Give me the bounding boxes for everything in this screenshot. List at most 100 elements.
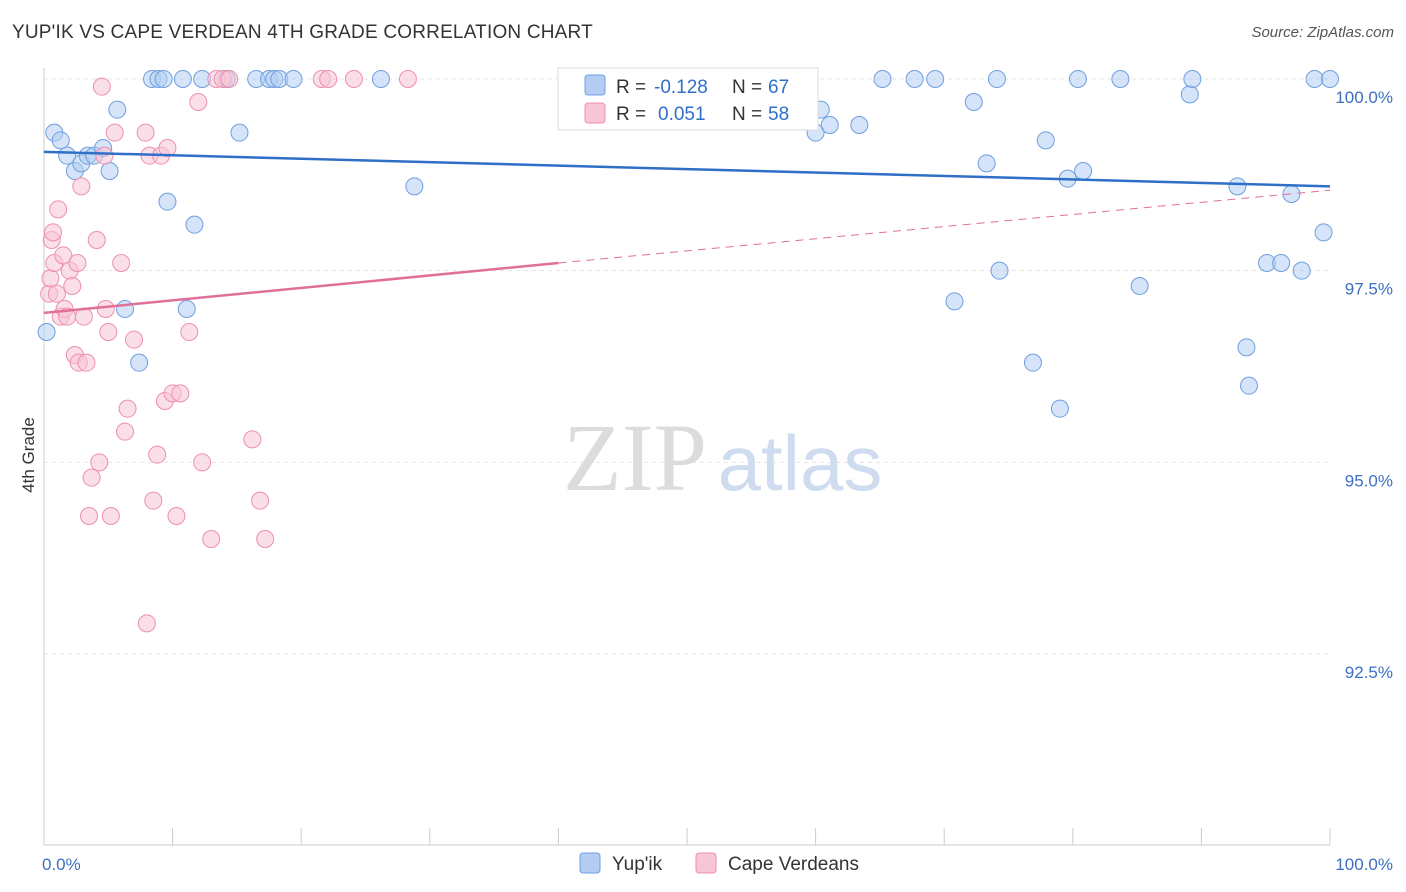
point-cape-verdeans <box>251 491 270 510</box>
point-yupik <box>130 353 149 372</box>
point-yupik <box>185 215 204 234</box>
point-yupik <box>154 70 173 88</box>
legend-swatch-cape-verdeans <box>584 102 606 124</box>
point-yupik <box>977 154 996 173</box>
point-yupik <box>100 162 119 180</box>
point-cape-verdeans <box>49 200 68 219</box>
trend-line-yupik <box>43 150 1331 188</box>
point-cape-verdeans <box>44 223 63 242</box>
bottom-legend-swatch-cape-verdeans <box>695 852 717 874</box>
point-cape-verdeans <box>68 254 87 272</box>
point-yupik <box>1023 353 1042 372</box>
point-yupik <box>230 123 249 142</box>
legend: R = -0.128 N = 67 R = 0.051 N = 58 <box>557 67 819 131</box>
watermark-zip: ZIP <box>563 404 707 511</box>
bottom-legend: Yup'ik Cape Verdeans <box>579 852 859 875</box>
trend-line-cape-verdeans-dashed <box>558 189 1331 264</box>
legend-n-value-1: 67 <box>768 77 789 98</box>
point-yupik <box>1292 261 1311 280</box>
point-yupik <box>1068 70 1087 88</box>
point-cape-verdeans <box>118 399 137 418</box>
point-cape-verdeans <box>220 70 239 88</box>
bottom-legend-label-yupik: Yup'ik <box>612 854 663 875</box>
x-tick-label: 0.0% <box>42 855 81 874</box>
point-cape-verdeans <box>105 123 124 142</box>
point-yupik <box>820 116 839 134</box>
y-axis-label: 4th Grade <box>19 417 38 493</box>
grid-lines <box>44 78 1330 655</box>
point-cape-verdeans <box>54 246 73 265</box>
point-cape-verdeans <box>180 323 199 341</box>
watermark: ZIP atlas <box>563 404 882 511</box>
point-cape-verdeans <box>63 277 82 295</box>
point-cape-verdeans <box>101 507 120 525</box>
point-yupik <box>1239 376 1258 395</box>
point-cape-verdeans <box>398 70 417 88</box>
legend-r-label-1: R = <box>616 77 646 98</box>
point-cape-verdeans <box>189 93 208 111</box>
point-cape-verdeans <box>47 284 66 303</box>
point-yupik <box>1321 70 1339 88</box>
point-yupik <box>1228 177 1247 196</box>
point-cape-verdeans <box>82 468 101 487</box>
point-cape-verdeans <box>243 430 262 449</box>
point-yupik <box>1074 162 1093 180</box>
point-yupik <box>945 292 964 311</box>
data-points <box>37 70 1339 633</box>
point-cape-verdeans <box>158 139 177 157</box>
chart-title: YUP'IK VS CAPE VERDEAN 4TH GRADE CORRELA… <box>12 22 593 43</box>
point-cape-verdeans <box>95 146 114 165</box>
point-yupik <box>1111 70 1130 88</box>
point-yupik <box>1314 223 1333 242</box>
axes <box>43 68 1331 846</box>
point-cape-verdeans <box>87 231 106 249</box>
point-cape-verdeans <box>41 269 60 288</box>
point-yupik <box>405 177 424 196</box>
point-cape-verdeans <box>344 70 363 88</box>
point-cape-verdeans <box>202 530 221 548</box>
point-yupik <box>371 70 390 88</box>
watermark-atlas: atlas <box>718 419 883 507</box>
point-yupik <box>284 70 303 88</box>
point-cape-verdeans <box>90 453 109 472</box>
point-cape-verdeans <box>137 614 156 633</box>
point-cape-verdeans <box>112 254 131 272</box>
point-yupik <box>850 116 869 134</box>
x-tick-label: 100.0% <box>1335 855 1393 874</box>
point-yupik <box>1183 70 1202 88</box>
y-tick-label: 100.0% <box>1335 88 1393 107</box>
point-yupik <box>51 131 70 150</box>
y-tick-label: 97.5% <box>1345 280 1393 299</box>
point-cape-verdeans <box>136 123 155 142</box>
point-yupik <box>108 100 127 119</box>
tick-labels: 100.0% 97.5% 95.0% 92.5% 0.0% 100.0% <box>42 88 1393 874</box>
point-yupik <box>1050 399 1069 418</box>
point-yupik <box>173 70 192 88</box>
point-cape-verdeans <box>171 384 190 403</box>
point-cape-verdeans <box>144 491 163 510</box>
legend-r-value-2: 0.051 <box>658 104 706 125</box>
point-cape-verdeans <box>193 453 212 472</box>
point-cape-verdeans <box>167 507 186 525</box>
point-yupik <box>964 93 983 111</box>
point-cape-verdeans <box>96 300 115 318</box>
legend-n-label-1: N = <box>732 77 762 98</box>
point-cape-verdeans <box>77 353 96 372</box>
trend-lines <box>43 150 1331 315</box>
point-yupik <box>177 300 196 318</box>
point-cape-verdeans <box>256 530 275 548</box>
point-cape-verdeans <box>72 177 91 196</box>
point-yupik <box>926 70 945 88</box>
point-yupik <box>1237 338 1256 357</box>
point-yupik <box>1272 254 1291 272</box>
y-tick-label: 92.5% <box>1345 663 1393 682</box>
point-yupik <box>1130 277 1149 295</box>
point-yupik <box>1305 70 1324 88</box>
point-yupik <box>990 261 1009 280</box>
point-cape-verdeans <box>80 507 99 525</box>
point-cape-verdeans <box>92 77 111 96</box>
bottom-legend-label-cape-verdeans: Cape Verdeans <box>728 854 859 875</box>
point-cape-verdeans <box>148 445 167 464</box>
legend-n-value-2: 58 <box>768 104 789 125</box>
